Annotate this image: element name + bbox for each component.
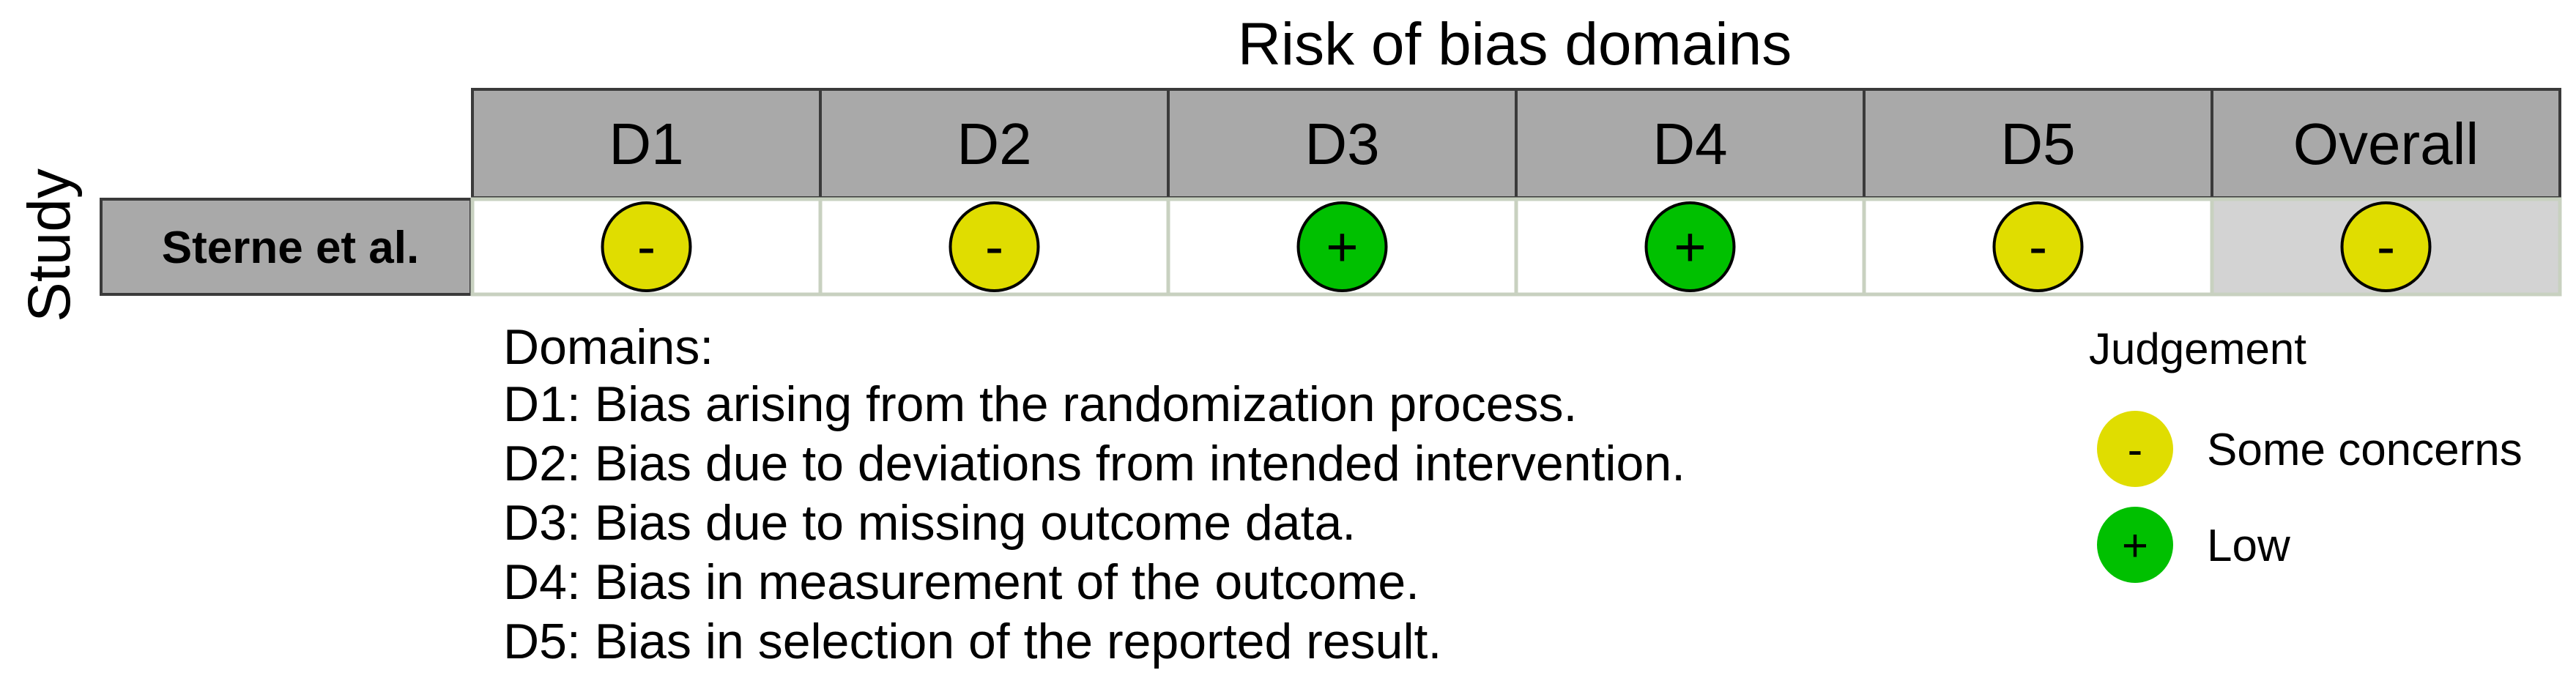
judgement-symbol: -	[637, 216, 656, 278]
judgement-marker	[949, 201, 1040, 292]
column-header-cell	[471, 88, 822, 199]
domain-description: D1: Bias arising from the randomization …	[503, 376, 1577, 432]
column-header-d5: D5	[2000, 111, 2075, 176]
judgement-symbol: +	[1674, 216, 1706, 278]
column-header-cell	[819, 88, 1170, 199]
domain-description: D4: Bias in measurement of the outcome.	[503, 554, 1419, 610]
column-header-d4: D4	[1652, 111, 1727, 176]
column-header-overall: Overall	[2293, 111, 2479, 176]
judgement-marker	[2340, 201, 2432, 292]
domain-descriptions: D1: Bias arising from the randomization …	[503, 376, 1685, 669]
column-header-d1: D1	[609, 111, 683, 176]
judgement-symbol: -	[985, 216, 1003, 278]
study-axis-label: Study	[16, 168, 83, 322]
column-header-cell	[1167, 88, 1518, 199]
column-header-cell	[2211, 88, 2561, 199]
column-header-d3: D3	[1304, 111, 1379, 176]
domains-heading: Domains:	[503, 319, 713, 375]
study-label: Sterne et al.	[162, 223, 419, 273]
legend-symbol: +	[2122, 521, 2148, 571]
domain-description: D2: Bias due to deviations from intended…	[503, 436, 1685, 491]
domain-description: D3: Bias due to missing outcome data.	[503, 495, 1356, 551]
judgement-symbol: -	[2029, 216, 2047, 278]
judgement-marker	[1296, 201, 1388, 292]
study-label-cell	[100, 198, 472, 296]
legend-label: Low	[2207, 521, 2290, 571]
domain-description: D5: Bias in selection of the reported re…	[503, 614, 1441, 669]
judgement-marker	[601, 201, 692, 292]
judgement-marker	[1992, 201, 2084, 292]
judgement-symbol: -	[2377, 216, 2395, 278]
legend-label: Some concerns	[2207, 425, 2523, 475]
legend-title: Judgement	[2089, 324, 2306, 373]
chart-title: Risk of bias domains	[1238, 11, 1792, 78]
legend: - Some concerns + Low	[2097, 411, 2523, 583]
legend-symbol: -	[2128, 425, 2143, 475]
column-header-d2: D2	[957, 111, 1031, 176]
judgement-marker	[1644, 201, 1736, 292]
legend-marker	[2097, 411, 2173, 487]
judgement-symbol: +	[1326, 216, 1358, 278]
legend-marker	[2097, 507, 2173, 583]
